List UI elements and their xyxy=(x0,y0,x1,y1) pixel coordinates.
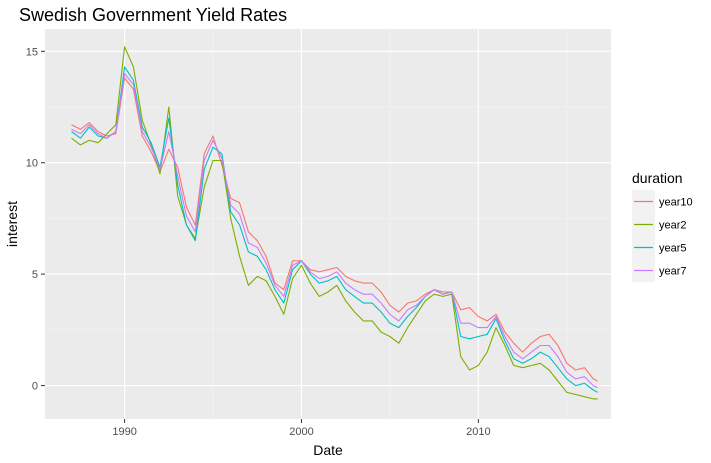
series-line-year2 xyxy=(71,46,598,400)
y-tick-label: 10 xyxy=(26,158,38,170)
y-axis-ticks: 0 5 10 15 xyxy=(26,46,45,393)
legend-label: year10 xyxy=(659,197,693,209)
series-line-year7 xyxy=(71,73,598,389)
legend-label: year5 xyxy=(659,243,687,255)
legend-item-year5: year5 xyxy=(632,236,687,259)
y-tick-label: 0 xyxy=(32,381,38,393)
minor-grid xyxy=(45,29,611,419)
series-lines xyxy=(71,46,598,400)
chart-title: Swedish Government Yield Rates xyxy=(19,5,287,25)
x-tick-label: 2000 xyxy=(289,426,313,438)
x-tick-label: 1990 xyxy=(112,426,136,438)
x-axis-ticks: 1990 2000 2010 xyxy=(112,419,491,438)
legend-items: year10 year2 year5 year7 xyxy=(632,190,693,282)
legend-item-year10: year10 xyxy=(632,190,693,213)
y-axis-label: interest xyxy=(4,201,20,247)
major-grid xyxy=(45,29,611,419)
legend: duration year10 year2 year5 year7 xyxy=(632,170,693,282)
legend-item-year7: year7 xyxy=(632,259,687,282)
x-tick-label: 2010 xyxy=(466,426,490,438)
y-tick-label: 5 xyxy=(32,269,38,281)
x-axis-label: Date xyxy=(313,442,343,458)
legend-label: year2 xyxy=(659,220,687,232)
legend-title: duration xyxy=(632,170,683,186)
plot-panel xyxy=(45,29,611,419)
legend-item-year2: year2 xyxy=(632,213,687,236)
legend-label: year7 xyxy=(659,266,687,278)
y-tick-label: 15 xyxy=(26,46,38,58)
